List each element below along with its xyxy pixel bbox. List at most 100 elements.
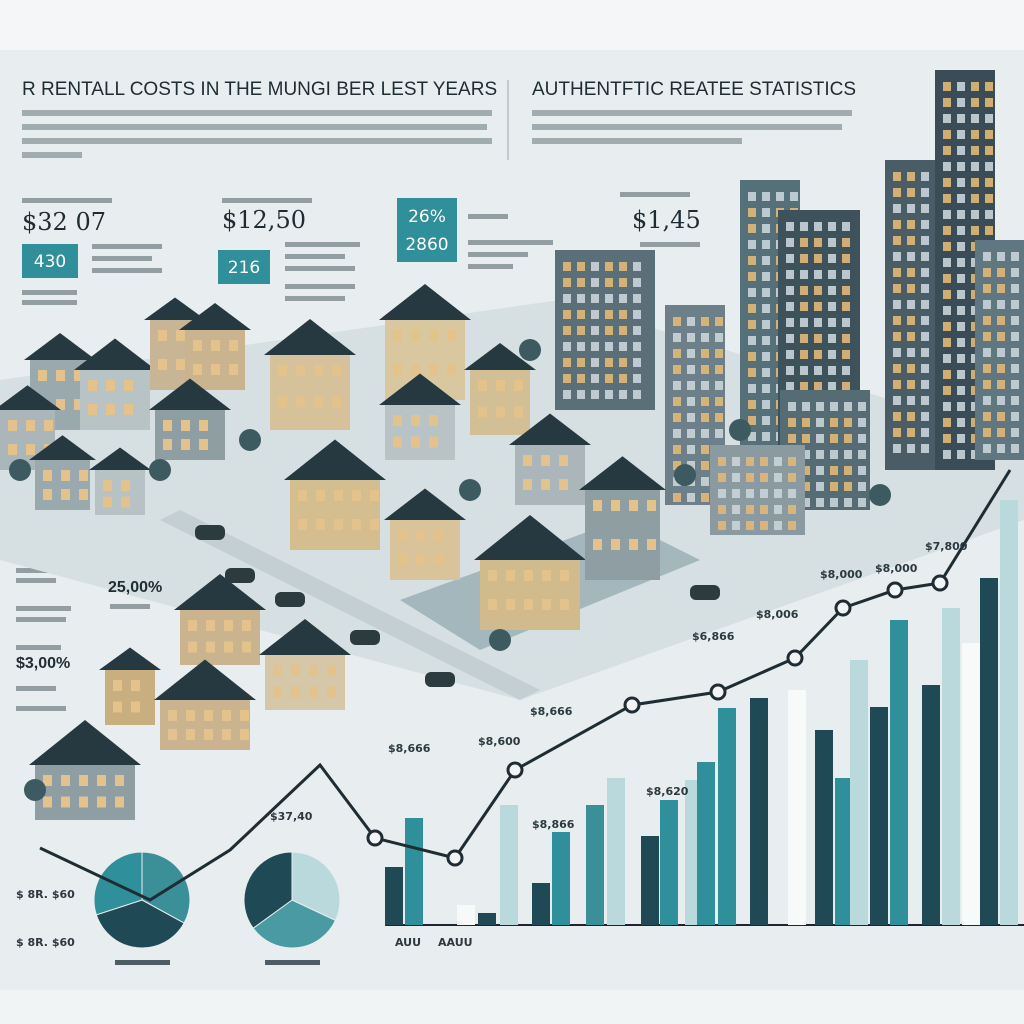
window bbox=[762, 304, 770, 313]
window bbox=[591, 310, 599, 319]
window bbox=[788, 473, 796, 482]
window bbox=[907, 188, 915, 197]
window bbox=[802, 466, 810, 475]
window bbox=[158, 330, 167, 341]
stat-badge-text: 216 bbox=[228, 258, 260, 278]
window bbox=[131, 680, 140, 691]
window bbox=[814, 382, 822, 391]
window bbox=[242, 641, 251, 653]
text-line bbox=[285, 242, 360, 247]
window bbox=[673, 365, 681, 374]
window bbox=[814, 270, 822, 279]
window bbox=[844, 498, 852, 507]
text-line bbox=[468, 264, 513, 269]
window bbox=[983, 412, 991, 421]
window bbox=[786, 254, 794, 263]
window bbox=[43, 796, 52, 808]
text-line bbox=[285, 296, 345, 301]
window bbox=[814, 254, 822, 263]
window bbox=[1011, 428, 1019, 437]
window bbox=[828, 318, 836, 327]
window bbox=[971, 210, 979, 219]
window bbox=[429, 436, 438, 448]
window bbox=[411, 364, 420, 375]
window bbox=[921, 172, 929, 181]
window bbox=[907, 236, 915, 245]
window bbox=[971, 98, 979, 107]
window bbox=[830, 482, 838, 491]
window bbox=[957, 162, 965, 171]
window bbox=[718, 521, 726, 530]
bar bbox=[697, 762, 715, 925]
window bbox=[985, 146, 993, 155]
window bbox=[828, 366, 836, 375]
window bbox=[957, 194, 965, 203]
window bbox=[997, 380, 1005, 389]
text-line bbox=[22, 124, 487, 130]
window bbox=[893, 348, 901, 357]
window bbox=[844, 482, 852, 491]
window bbox=[296, 396, 305, 408]
bar bbox=[962, 643, 980, 925]
window bbox=[229, 340, 238, 351]
window bbox=[997, 364, 1005, 373]
window bbox=[800, 382, 808, 391]
window bbox=[828, 286, 836, 295]
window bbox=[633, 262, 641, 271]
window bbox=[687, 429, 695, 438]
window bbox=[774, 521, 782, 530]
chart-label: $8,866 bbox=[532, 818, 575, 831]
window bbox=[163, 439, 172, 450]
window bbox=[633, 390, 641, 399]
window bbox=[983, 428, 991, 437]
window bbox=[957, 146, 965, 155]
bar bbox=[980, 578, 998, 925]
window bbox=[802, 450, 810, 459]
window bbox=[971, 130, 979, 139]
trend-point bbox=[834, 599, 852, 617]
trend-point bbox=[786, 649, 804, 667]
text-line bbox=[640, 242, 700, 247]
window bbox=[983, 396, 991, 405]
window bbox=[56, 399, 65, 410]
bar bbox=[815, 730, 833, 925]
window bbox=[943, 226, 951, 235]
window bbox=[732, 521, 740, 530]
window bbox=[943, 322, 951, 331]
window bbox=[983, 444, 991, 453]
window bbox=[447, 330, 456, 341]
window bbox=[687, 333, 695, 342]
window bbox=[605, 294, 613, 303]
window bbox=[943, 434, 951, 443]
window bbox=[393, 364, 402, 375]
window bbox=[605, 358, 613, 367]
window bbox=[26, 444, 35, 455]
window bbox=[893, 172, 901, 181]
chart-label: $8,600 bbox=[478, 735, 521, 748]
window bbox=[240, 710, 249, 721]
window bbox=[957, 370, 965, 379]
window bbox=[687, 461, 695, 470]
window bbox=[907, 284, 915, 293]
window bbox=[971, 162, 979, 171]
window bbox=[957, 338, 965, 347]
street bbox=[160, 510, 540, 700]
window bbox=[186, 729, 195, 740]
window bbox=[800, 334, 808, 343]
window bbox=[26, 420, 35, 431]
window bbox=[907, 380, 915, 389]
window bbox=[591, 262, 599, 271]
window bbox=[814, 318, 822, 327]
window bbox=[943, 162, 951, 171]
window bbox=[957, 258, 965, 267]
window bbox=[718, 473, 726, 482]
window bbox=[983, 300, 991, 309]
window bbox=[673, 397, 681, 406]
window bbox=[577, 326, 585, 335]
window bbox=[542, 599, 551, 610]
window bbox=[748, 384, 756, 393]
text-line bbox=[285, 254, 345, 259]
house-wall bbox=[470, 370, 530, 435]
window bbox=[176, 330, 185, 341]
window bbox=[943, 194, 951, 203]
